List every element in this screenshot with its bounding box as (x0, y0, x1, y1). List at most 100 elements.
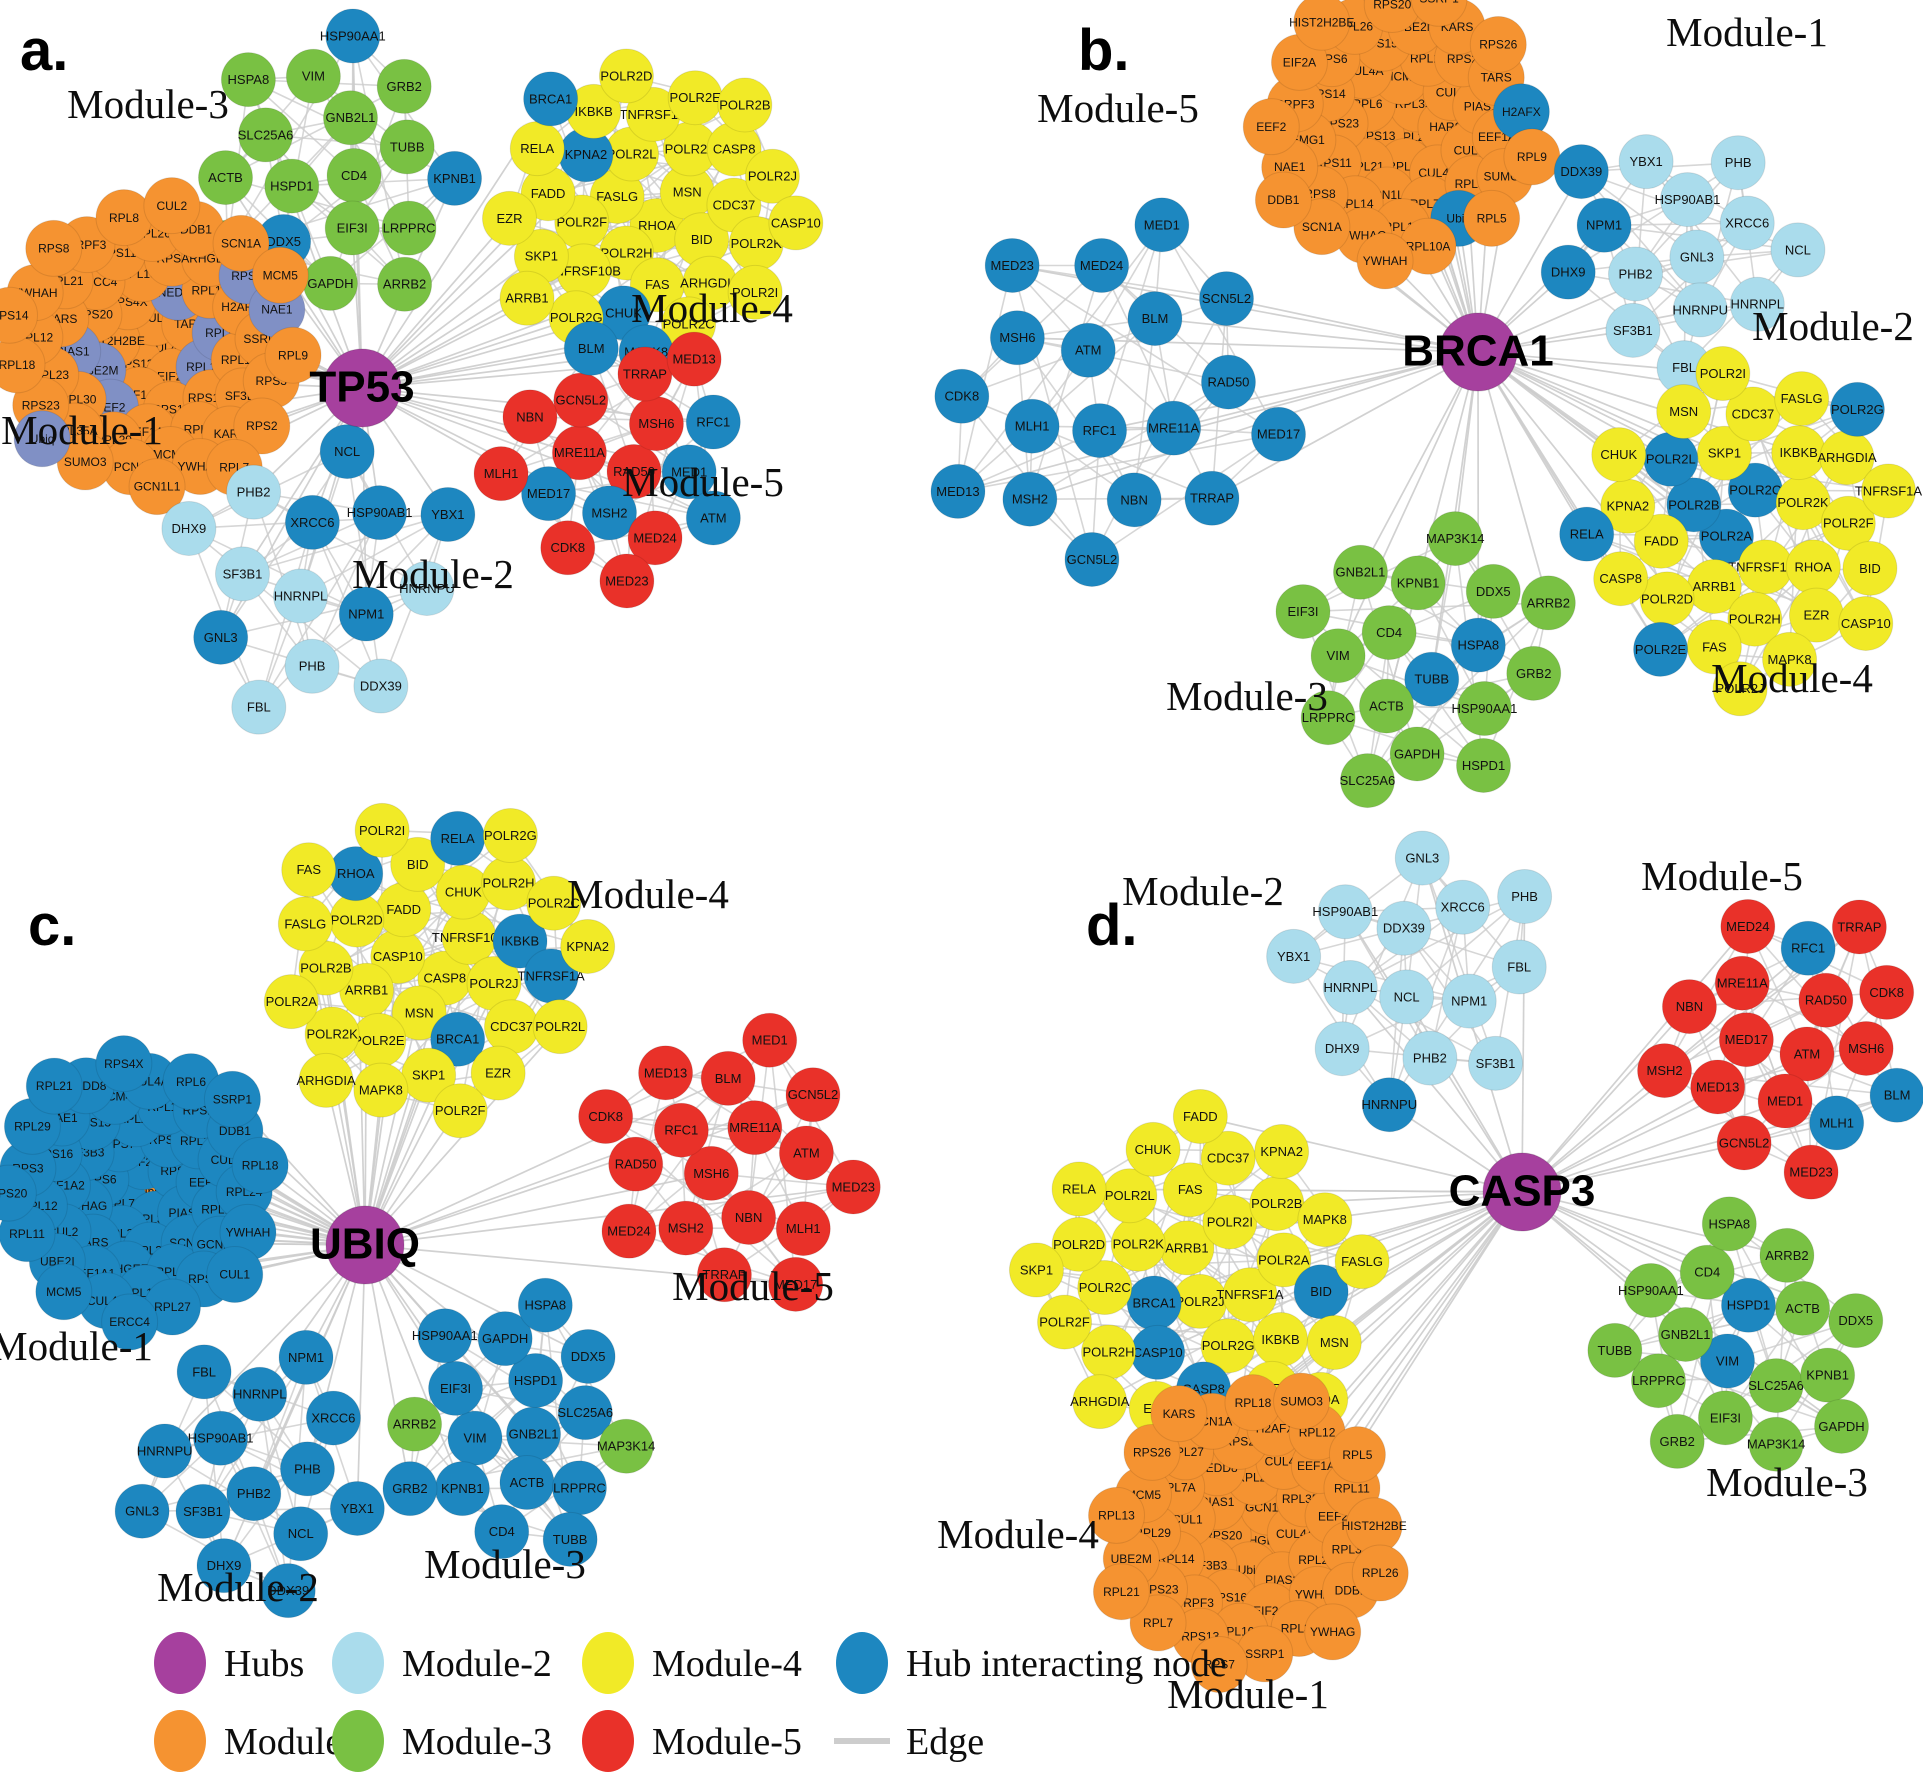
gene-node-label: MLH1 (484, 466, 519, 481)
gene-node-label: MED17 (1725, 1032, 1768, 1047)
gene-node-label: SUMO3 (64, 455, 107, 469)
gene-node (508, 1353, 564, 1409)
gene-node-label: MSH6 (693, 1166, 729, 1181)
gene-node (226, 464, 282, 520)
gene-node (264, 326, 322, 384)
gene-node (685, 490, 741, 546)
gene-node-label: PHB (294, 1461, 321, 1476)
gene-node (1463, 189, 1521, 247)
gene-node-label: MED13 (1696, 1079, 1739, 1094)
gene-node-label: MSN (1669, 404, 1698, 419)
gene-node-label: RPL18 (1235, 1396, 1272, 1410)
gene-node-label: HSPA8 (1708, 1216, 1750, 1231)
gene-node (1394, 830, 1450, 886)
gene-node (721, 1189, 777, 1245)
gene-node-label: GCN1L1 (134, 480, 181, 494)
gene-node-label: MSH6 (638, 416, 674, 431)
gene-node-label: SSRP1 (1245, 1647, 1285, 1661)
gene-node (482, 807, 538, 863)
gene-node-label: MED23 (832, 1179, 875, 1194)
gene-node-label: BRCA1 (1133, 1295, 1176, 1310)
gene-node-label: PHB2 (1619, 266, 1653, 281)
gene-node (540, 520, 596, 576)
gene-node (1696, 425, 1752, 481)
gene-node (492, 913, 548, 969)
gene-node-label: RPL5 (1477, 212, 1507, 226)
gene-node (606, 444, 662, 500)
gene-node-label: EIF3I (440, 1381, 471, 1396)
hub-edge (364, 1244, 589, 1358)
gene-node (473, 446, 529, 502)
hub-label: UBIQ (310, 1220, 420, 1269)
gene-node (1637, 1043, 1693, 1099)
edge (1341, 857, 1424, 1050)
gene-node (653, 1102, 709, 1158)
edge (1345, 911, 1520, 968)
gene-node-label: RAD50 (613, 464, 655, 479)
gene-node-label: ARHGDIA (296, 1073, 356, 1088)
gene-node (0, 1164, 37, 1222)
gene-node-label: RFC1 (696, 414, 730, 429)
edge (723, 1094, 814, 1276)
edge (1029, 265, 1103, 500)
gene-node (281, 842, 337, 898)
gene-node-label: POLR2I (732, 285, 778, 300)
gene-node-label: RPL21 (1103, 1585, 1140, 1599)
gene-node (1714, 955, 1770, 1011)
hub-edge (164, 1244, 366, 1452)
gene-node (1410, 0, 1468, 27)
gene-node-label: RPL9 (278, 348, 308, 362)
gene-node (560, 1328, 616, 1384)
panel-letter: b. (1078, 18, 1130, 83)
gene-node (1712, 661, 1768, 717)
gene-node (1037, 1294, 1093, 1350)
gene-node (390, 836, 446, 892)
gene-node (1649, 1413, 1705, 1469)
gene-node-label: POLR2J (748, 169, 797, 184)
gene-node (352, 485, 408, 541)
gene-node (1456, 681, 1512, 737)
gene-node-label: RPL18 (242, 1159, 279, 1173)
gene-node (322, 90, 378, 146)
edge (202, 1356, 307, 1512)
gene-node (1699, 1333, 1755, 1389)
module-label: Module-3 (1706, 1459, 1868, 1505)
gene-node-label: MRE11A (1148, 421, 1199, 436)
gene-node (1759, 1227, 1815, 1283)
gene-node-label: GAPDH (1818, 1419, 1864, 1434)
gene-node (1427, 511, 1483, 567)
gene-node (1838, 595, 1894, 651)
module-label: Module-4 (631, 285, 793, 331)
gene-node-label: GRB2 (386, 79, 421, 94)
gene-node-label: RPS4X (104, 1057, 143, 1071)
gene-node-label: POLR2L (607, 146, 657, 161)
gene-node-label: NAE1 (261, 303, 293, 317)
gene-node-label: EIF3I (1710, 1410, 1741, 1425)
gene-node-label: GAPDH (1394, 746, 1440, 761)
gene-node (279, 1441, 335, 1497)
gene-node-label: SLC25A6 (557, 1405, 613, 1420)
gene-node (1390, 555, 1446, 611)
edge (225, 85, 405, 179)
gene-node (581, 485, 637, 541)
gene-node (196, 1538, 252, 1594)
gene-node-label: ACTB (1785, 1301, 1820, 1316)
gene-node-label: TRRAP (1837, 919, 1881, 934)
gene-node-label: POLR2J (1716, 681, 1765, 696)
gene-node (1379, 969, 1435, 1025)
gene-node-label: CDK8 (588, 1109, 623, 1124)
gene-node-label: MED1 (1767, 1093, 1803, 1108)
gene-node-label: DDB1 (219, 1124, 251, 1138)
gene-node (1051, 1216, 1107, 1272)
gene-node (601, 1203, 657, 1259)
gene-node (1304, 1603, 1362, 1661)
gene-node-label: HSP90AB1 (1655, 192, 1721, 207)
gene-node (1002, 471, 1058, 527)
gene-node (1074, 238, 1130, 294)
gene-node-label: DHX9 (172, 521, 207, 536)
gene-node (1146, 400, 1202, 456)
legend-label: Module-2 (402, 1643, 552, 1685)
gene-node-label: SCN1A (1302, 220, 1342, 234)
gene-node-label: FADD (1644, 534, 1679, 549)
gene-node (273, 1506, 329, 1562)
